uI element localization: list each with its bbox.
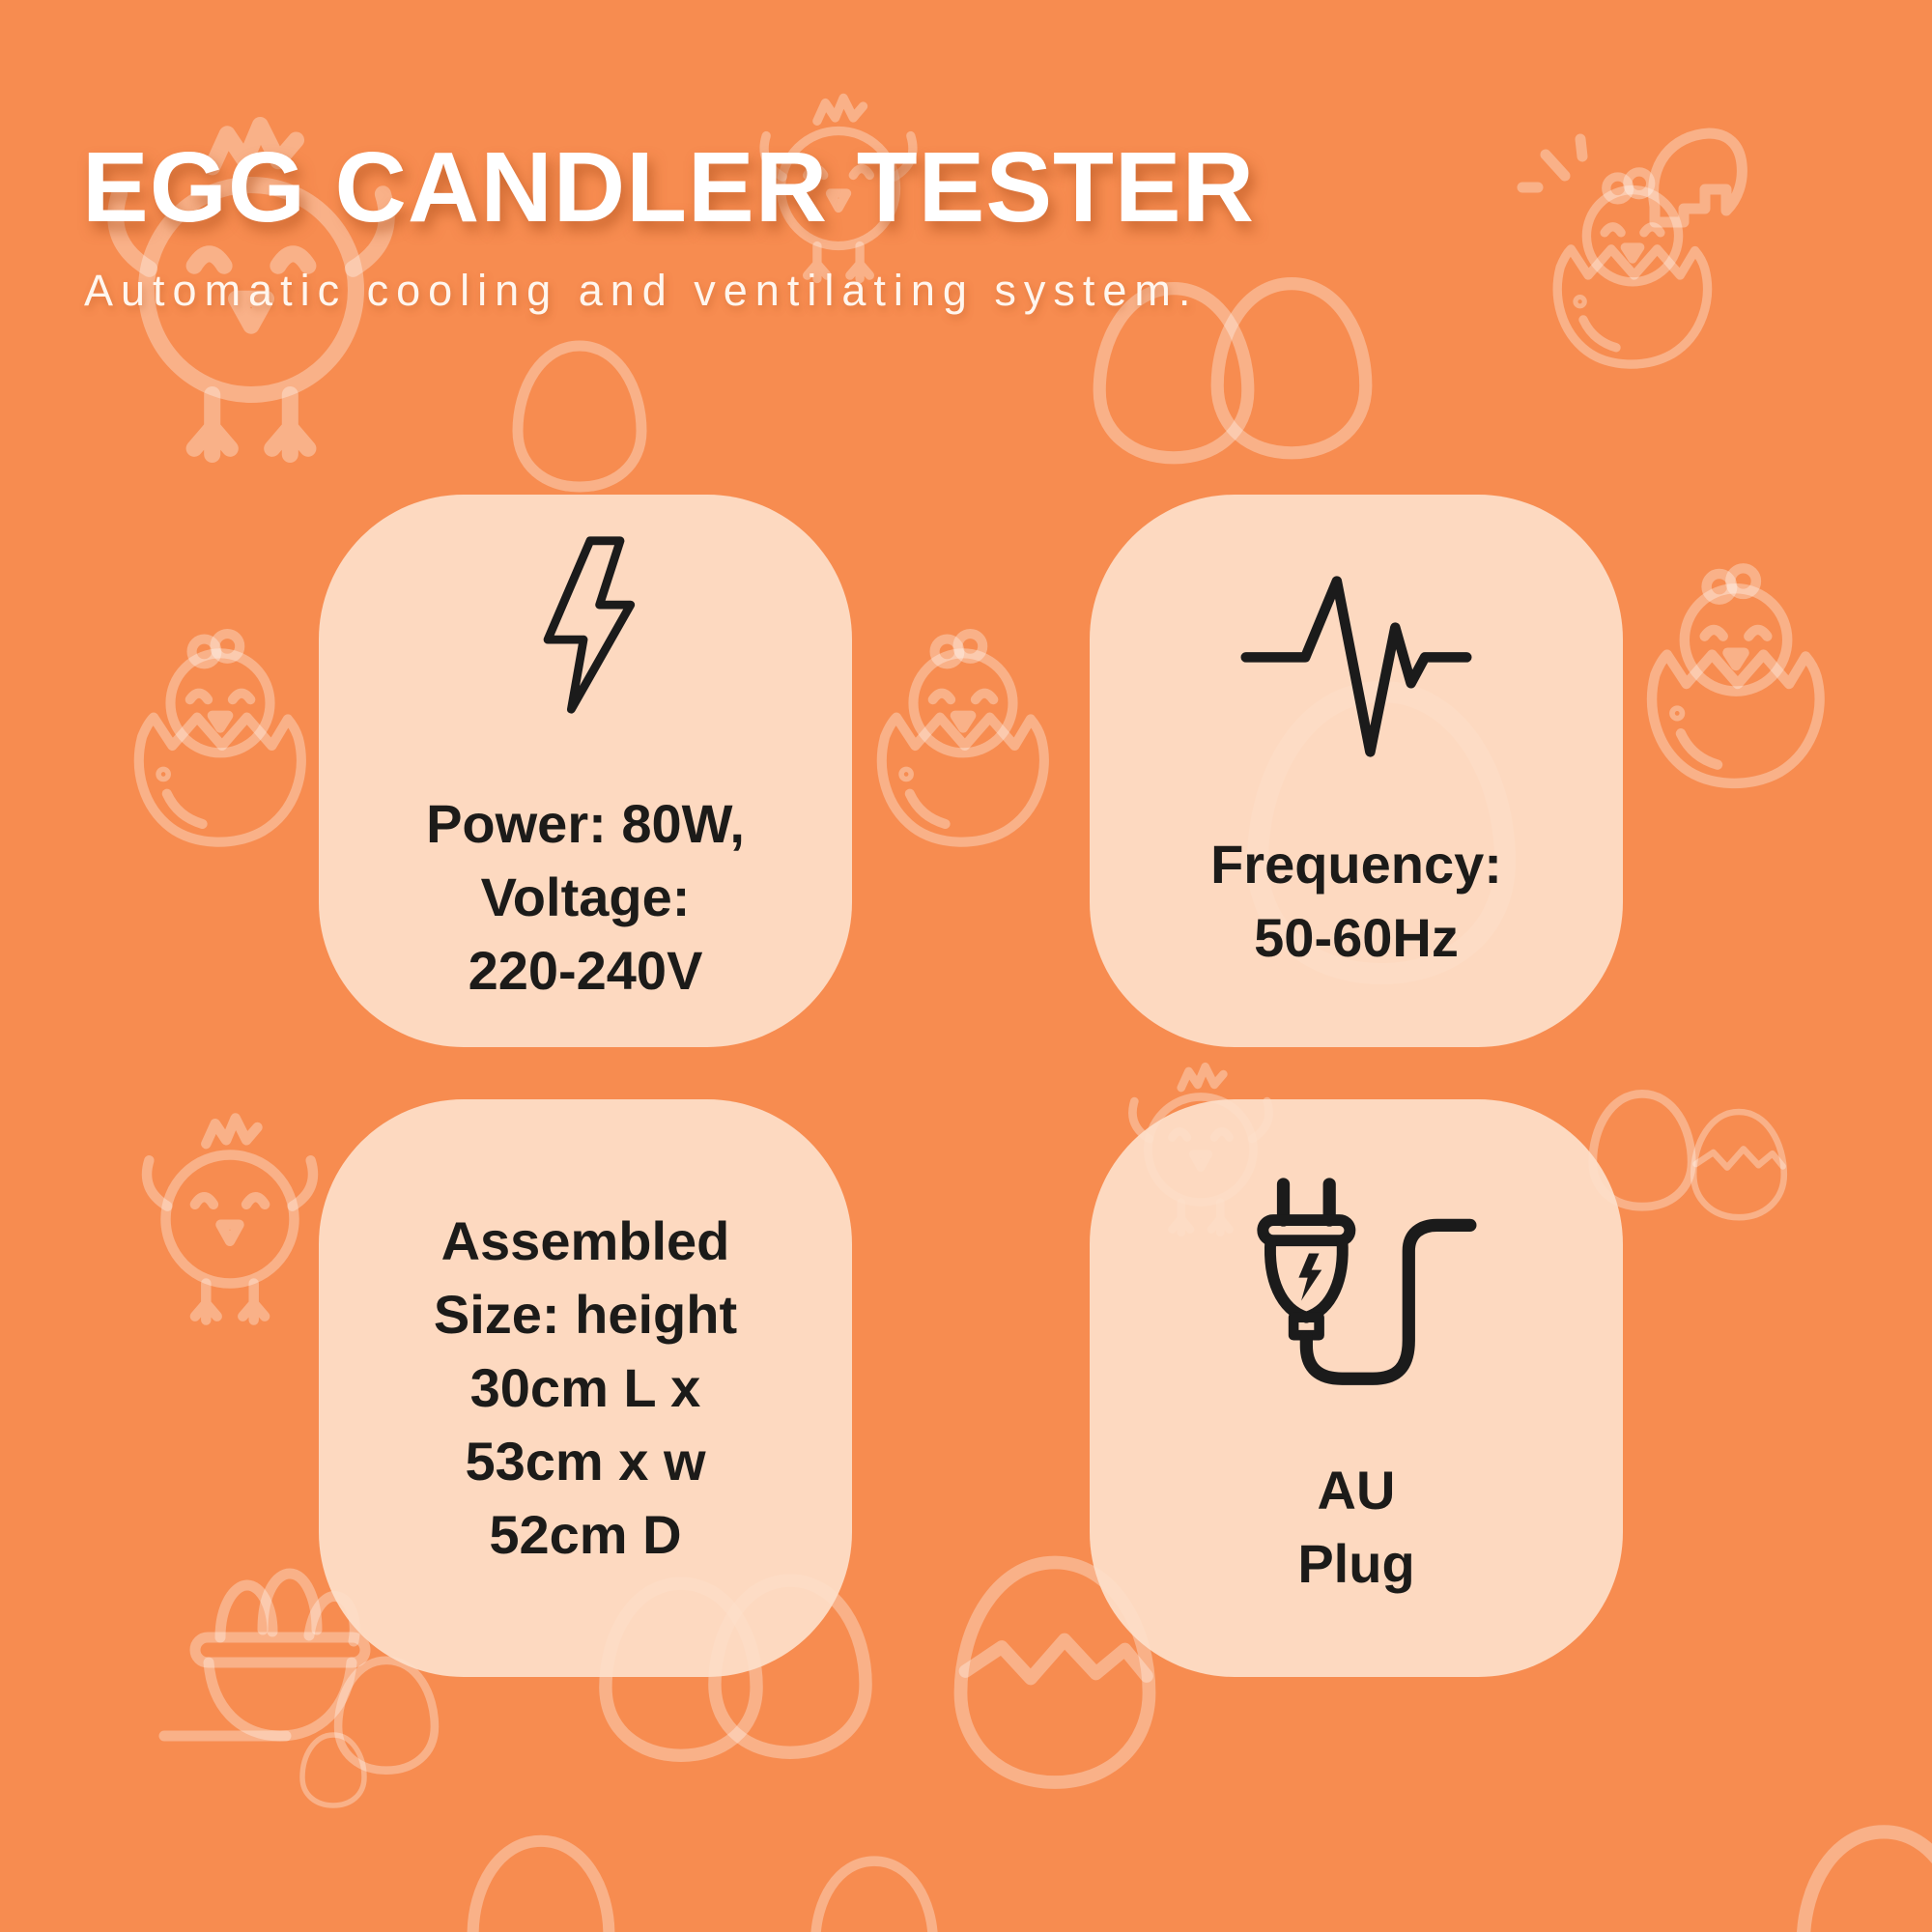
hatched-chick-watermark (882, 634, 1044, 842)
spec-line: Voltage: (480, 867, 691, 927)
spec-line: Assembled (440, 1210, 730, 1271)
hatched-chick-watermark (1652, 568, 1819, 783)
page-subtitle: Automatic cooling and ventilating system… (84, 266, 1199, 316)
spec-line: Frequency: (1210, 834, 1502, 895)
page-title: EGG CANDLER TESTER (82, 131, 1256, 242)
spec-line: 220-240V (468, 940, 703, 1001)
header: EGG CANDLER TESTER Automatic cooling and… (82, 133, 1255, 316)
egg-watermark (302, 1735, 364, 1805)
hatched-chick-watermark (1557, 172, 1707, 364)
spec-card-size: Assembled Size: height 30cm L x 53cm x w… (319, 1099, 852, 1677)
spec-line: 53cm x w (465, 1431, 706, 1492)
egg-watermark (473, 1841, 610, 1932)
spec-line: AU (1317, 1459, 1396, 1520)
spec-text-size: Assembled Size: height 30cm L x 53cm x w… (434, 1205, 737, 1572)
cracked-egg-watermark (1693, 1112, 1784, 1217)
power-plug-icon (1257, 1177, 1477, 1385)
lightning-bolt-icon (543, 536, 636, 714)
spec-card-plug: AU Plug (1090, 1099, 1623, 1677)
spec-line: 50-60Hz (1254, 907, 1459, 968)
spec-text-frequency: Frequency: 50-60Hz (1210, 828, 1502, 975)
egg-watermark (815, 1861, 933, 1932)
sun-rays-watermark (1522, 139, 1582, 187)
spec-line: 52cm D (489, 1504, 682, 1565)
spec-text-power: Power: 80W, Voltage: 220-240V (426, 787, 745, 1008)
spec-line: Power: 80W, (426, 793, 745, 854)
egg-watermark (1804, 1832, 1932, 1932)
frequency-pulse-icon (1240, 576, 1472, 757)
spec-line: Size: height (433, 1284, 738, 1345)
spec-text-plug: AU Plug (1297, 1454, 1414, 1601)
egg-watermark (518, 346, 641, 487)
egg-watermark (338, 1661, 435, 1771)
spec-line: Plug (1297, 1532, 1415, 1594)
spec-card-power: Power: 80W, Voltage: 220-240V (319, 495, 852, 1047)
chick-watermark (147, 1119, 313, 1321)
hatched-chick-watermark (139, 634, 301, 842)
spec-line: 30cm L x (469, 1357, 701, 1418)
spec-card-frequency: Frequency: 50-60Hz (1090, 495, 1623, 1047)
